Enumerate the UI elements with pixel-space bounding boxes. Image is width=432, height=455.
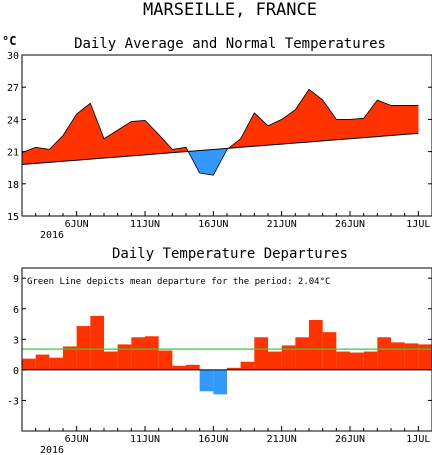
x-tick-label: 21JUN (267, 219, 297, 230)
departure-bar (377, 337, 391, 370)
departure-fill-segment (144, 119, 159, 156)
top-chart-unit-label: °C (2, 34, 16, 48)
departure-bar (227, 367, 241, 370)
departure-fill-segment (49, 135, 64, 163)
departure-fill-segment (295, 88, 310, 144)
departure-bar (254, 337, 268, 370)
departure-fill-segment (117, 121, 132, 158)
departure-fill-segment (158, 133, 173, 154)
y-tick-label: 9 (13, 274, 19, 285)
departure-fill-segment (267, 119, 282, 146)
bottom-chart-bars (22, 315, 432, 395)
departure-bar (158, 350, 173, 370)
departure-fill-segment (240, 112, 255, 148)
y-tick-label: 30 (7, 51, 19, 62)
departure-fill-segment (390, 105, 405, 136)
departure-fill-segment (336, 119, 351, 141)
departure-bar (240, 361, 255, 370)
departure-bar (295, 337, 309, 370)
departure-bar (49, 357, 63, 370)
departure-fill-segment (254, 112, 269, 147)
departure-fill-segment (90, 103, 105, 160)
departure-bar (281, 345, 296, 370)
y-tick-label: 21 (7, 148, 19, 159)
departure-fill-segment (199, 149, 214, 176)
y-tick-label: 6 (13, 305, 19, 316)
departure-bar (418, 344, 432, 370)
top-chart-y-axis: 15 18 21 24 27 30 (7, 51, 432, 223)
y-tick-label: 0 (13, 366, 19, 377)
x-tick-label: 16JUN (198, 434, 228, 445)
departure-bar (268, 351, 282, 370)
departure-fill-segment (308, 88, 323, 143)
departure-fill-segment (35, 147, 50, 164)
departure-fill-segment (131, 120, 146, 157)
departure-fill-segment (363, 99, 378, 138)
x-tick-label: 21JUN (267, 434, 297, 445)
x-tick-label: 26JUN (335, 434, 365, 445)
bottom-chart-x-axis: 6JUN 11JUN 16JUN 21JUN 26JUN 1JUL (21, 426, 432, 445)
departure-fill-segment (62, 113, 77, 162)
y-tick-label: 15 (7, 212, 19, 223)
normal-temperature-line (21, 132, 419, 165)
top-chart-x-axis: 6JUN 11JUN 16JUN 21JUN 26JUN 1JUL (21, 211, 432, 230)
departure-bar (117, 344, 132, 370)
bottom-chart-title: Daily Temperature Departures (112, 246, 348, 262)
x-tick-label: 16JUN (198, 219, 228, 230)
departure-fill-segment (404, 105, 419, 135)
departure-bar (350, 352, 364, 370)
top-chart-year-label: 2016 (40, 230, 64, 241)
departure-bar (63, 346, 77, 370)
x-tick-label: 6JUN (65, 434, 89, 445)
departure-bar (22, 358, 36, 370)
bottom-chart-year-label: 2016 (40, 445, 64, 455)
departure-bar (363, 351, 378, 370)
departure-bar (145, 336, 159, 370)
departure-fill-segment (322, 99, 337, 142)
departure-bar (104, 351, 118, 370)
departure-bar (199, 369, 214, 392)
departure-bar (336, 351, 350, 370)
bottom-chart-y-axis: -3 0 3 6 9 (7, 274, 432, 407)
departure-bar (213, 369, 227, 395)
departure-bar (322, 332, 337, 370)
x-tick-label: 11JUN (130, 219, 160, 230)
x-tick-label: 6JUN (65, 219, 89, 230)
actual-temperature-line (21, 88, 419, 176)
x-tick-label: 26JUN (335, 219, 365, 230)
y-tick-label: 24 (7, 115, 19, 126)
top-chart-title: Daily Average and Normal Temperatures (74, 36, 386, 52)
x-tick-label: 11JUN (130, 434, 160, 445)
y-tick-label: 3 (13, 335, 19, 346)
x-tick-label: 1JUL (406, 434, 430, 445)
departure-bar (404, 343, 419, 370)
top-chart-fills (21, 88, 419, 176)
departure-bar (35, 354, 50, 370)
y-tick-label: 18 (7, 180, 19, 191)
departure-bar (90, 315, 104, 370)
departure-bar (391, 342, 405, 370)
average-normal-chart: Daily Average and Normal Temperatures °C… (2, 34, 432, 241)
departure-fill-segment (76, 102, 91, 161)
departure-bar (186, 364, 200, 370)
departure-bar (309, 319, 323, 370)
x-tick-label: 1JUL (406, 219, 430, 230)
top-chart-lines (21, 88, 419, 176)
y-tick-label: -3 (7, 396, 19, 407)
departure-bar (172, 365, 186, 370)
departure-fill-segment (349, 118, 364, 139)
departure-bar (76, 326, 91, 370)
page-title: MARSEILLE, FRANCE (143, 0, 317, 20)
y-tick-label: 27 (7, 83, 19, 94)
departure-fill-segment (377, 99, 392, 137)
departures-chart: Daily Temperature Departures Green Line … (7, 246, 432, 455)
departure-bar (131, 337, 145, 370)
mean-departure-annotation: Green Line depicts mean departure for th… (27, 277, 330, 287)
